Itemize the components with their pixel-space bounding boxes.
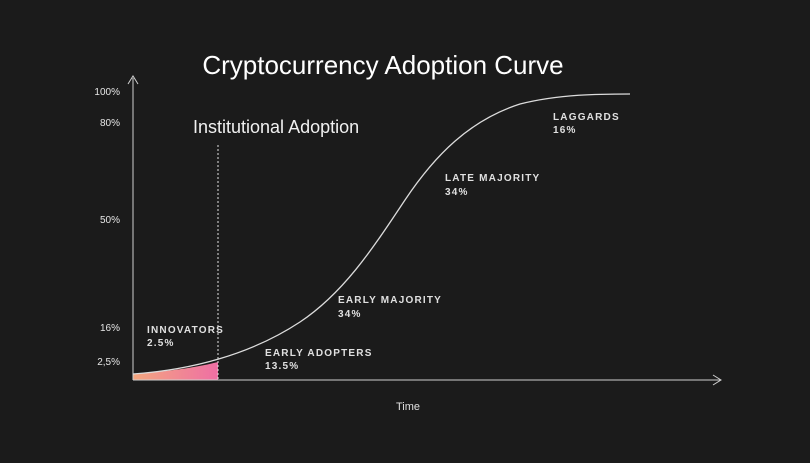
- y-axis-label: 50%: [100, 215, 120, 226]
- innovators-area: [133, 362, 218, 380]
- segment-share: 34%: [338, 309, 362, 320]
- segment-share: 13.5%: [265, 361, 299, 372]
- y-axis-arrow: [127, 75, 139, 85]
- annotation: Institutional Adoption: [193, 117, 359, 137]
- y-axis-label: 16%: [100, 323, 120, 334]
- segment-name: EARLY ADOPTERS: [265, 348, 373, 359]
- title: Cryptocurrency Adoption Curve: [202, 50, 563, 80]
- y-axis-label: 80%: [100, 118, 120, 129]
- segment-name: LAGGARDS: [553, 112, 620, 123]
- segment-name: INNOVATORS: [147, 325, 224, 336]
- segment-share: 34%: [445, 187, 469, 198]
- adoption-curve: [132, 93, 631, 375]
- segment-share: 16%: [553, 125, 577, 136]
- segment-name: LATE MAJORITY: [445, 173, 540, 184]
- x-axis-arrow: [712, 374, 722, 386]
- segment-share: 2.5%: [147, 338, 175, 349]
- x-axis-label: Time: [396, 401, 420, 413]
- y-axis-label: 100%: [94, 87, 120, 98]
- segment-name: EARLY MAJORITY: [338, 295, 442, 306]
- y-axis-label: 2,5%: [97, 357, 120, 368]
